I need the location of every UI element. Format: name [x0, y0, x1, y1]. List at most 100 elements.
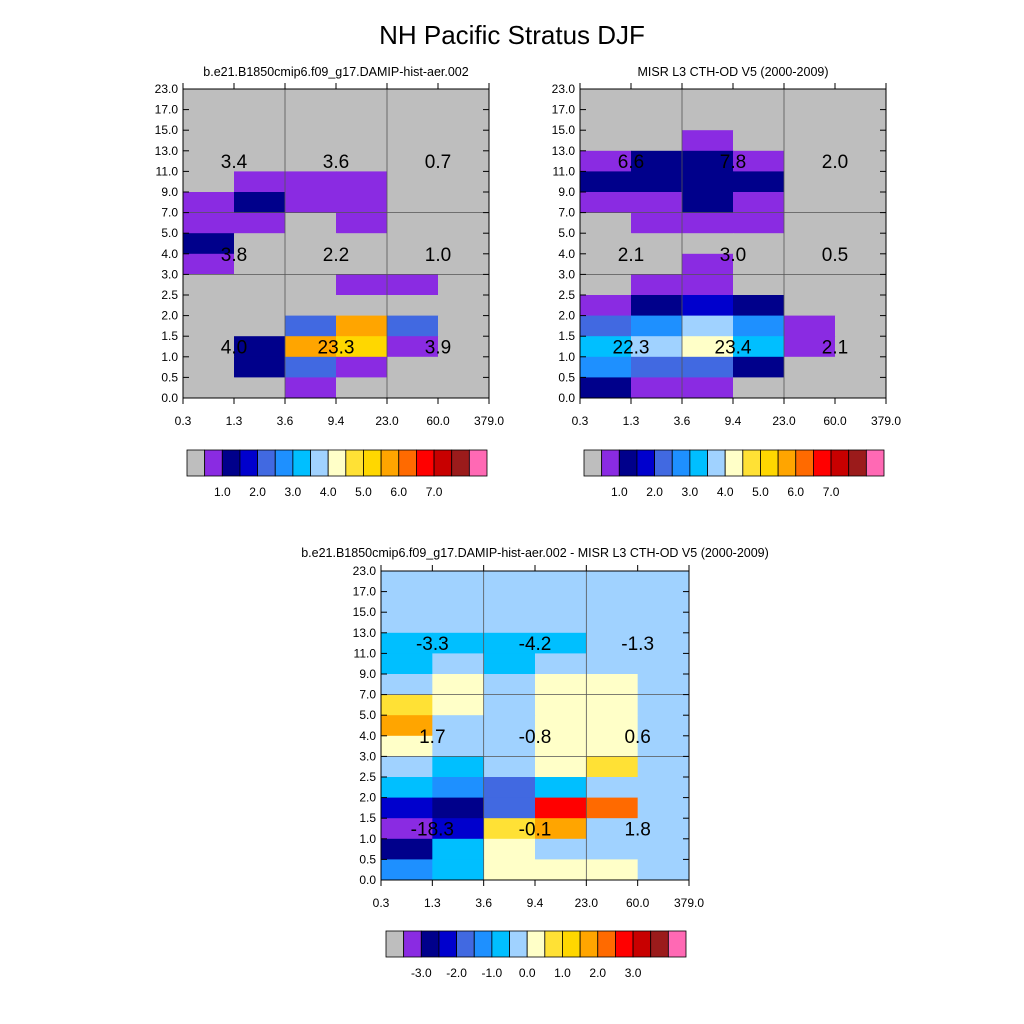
heatmap-cell: [682, 130, 734, 152]
heatmap-cell: [682, 274, 734, 296]
y-tick-label: 9.0: [161, 185, 178, 199]
panel-title: b.e21.B1850cmip6.f09_g17.DAMIP-hist-aer.…: [203, 65, 468, 79]
y-tick-label: 1.0: [161, 350, 178, 364]
heatmap-cell: [835, 377, 887, 399]
heatmap-cell: [381, 777, 433, 799]
colorbar-swatch: [385, 930, 405, 958]
heatmap-cell: [381, 715, 433, 737]
heatmap-cell: [784, 253, 836, 275]
cell-value-label: 0.7: [425, 152, 451, 173]
heatmap-cell: [183, 212, 235, 234]
cell-value-label: -3.3: [416, 634, 449, 655]
heatmap-cell: [183, 192, 235, 214]
cell-value-label: -1.3: [621, 634, 654, 655]
heatmap-cell: [387, 171, 439, 193]
cell-value-label: 3.4: [221, 152, 248, 173]
colorbar-swatch: [615, 930, 634, 958]
colorbar-swatch: [724, 449, 744, 477]
heatmap-cell: [580, 89, 632, 111]
heatmap-cell: [381, 818, 433, 840]
y-tick-label: 1.5: [161, 329, 178, 343]
heatmap-cell: [234, 295, 286, 317]
colorbar-swatch: [777, 449, 797, 477]
y-tick-label: 13.0: [353, 626, 377, 640]
heatmap-cell: [637, 859, 690, 881]
heatmap-cell: [483, 859, 536, 881]
y-tick-label: 3.0: [161, 267, 178, 281]
heatmap-cell: [784, 130, 836, 152]
colorbar-swatch: [491, 930, 510, 958]
colorbar-swatch: [274, 449, 294, 477]
y-tick-label: 17.0: [155, 103, 179, 117]
heatmap-cell: [438, 150, 490, 172]
heatmap-cell: [580, 336, 632, 358]
heatmap-cell: [336, 274, 388, 296]
colorbar-label: -3.0: [411, 966, 432, 980]
heatmap-cell: [432, 859, 485, 881]
heatmap-cell: [586, 632, 639, 654]
y-tick-label: 17.0: [552, 103, 576, 117]
heatmap-cell: [586, 694, 639, 716]
heatmap-cell: [535, 735, 587, 757]
heatmap-cell: [381, 674, 433, 696]
colorbar-label: 3.0: [682, 485, 699, 499]
x-tick-label: 379.0: [474, 414, 504, 428]
cell-value-label: 0.6: [624, 727, 650, 748]
heatmap-cell: [183, 253, 235, 275]
heatmap-cell: [438, 233, 490, 255]
heatmap-cell: [784, 295, 836, 317]
colorbar-label: 1.0: [611, 485, 628, 499]
y-tick-label: 13.0: [552, 144, 576, 158]
heatmap-cell: [835, 109, 887, 131]
heatmap-cell: [285, 356, 337, 378]
y-tick-label: 23.0: [552, 82, 576, 96]
colorbar-swatch: [438, 930, 457, 958]
heatmap-cell: [784, 212, 836, 234]
y-tick-label: 4.0: [558, 247, 575, 261]
heatmap-cell: [733, 315, 785, 337]
heatmap-cell: [631, 295, 683, 317]
colorbar-swatch: [327, 449, 347, 477]
x-tick-label: 23.0: [575, 896, 599, 910]
heatmap-cell: [784, 356, 836, 378]
heatmap-cell: [285, 377, 337, 399]
heatmap-cell: [682, 109, 734, 131]
heatmap-cell: [432, 653, 485, 675]
y-tick-label: 15.0: [353, 605, 377, 619]
colorbar-label: 1.0: [554, 966, 571, 980]
heatmap-cell: [682, 233, 734, 255]
heatmap-cell: [586, 653, 639, 675]
heatmap-cell: [784, 171, 836, 193]
heatmap-cell: [387, 253, 439, 275]
y-tick-label: 0.5: [558, 370, 575, 384]
x-tick-label: 0.3: [572, 414, 589, 428]
cell-value-label: 3.9: [425, 338, 451, 359]
heatmap-cell: [535, 777, 587, 799]
colorbar-label: 0.0: [519, 966, 536, 980]
heatmap-cell: [631, 253, 683, 275]
heatmap-cell: [580, 356, 632, 378]
colorbar-swatch: [865, 449, 885, 477]
heatmap-cell: [432, 694, 485, 716]
heatmap-cell: [535, 571, 587, 593]
y-tick-label: 0.5: [359, 852, 376, 866]
heatmap-cell: [438, 171, 490, 193]
heatmap-cell: [835, 192, 887, 214]
x-tick-label: 60.0: [426, 414, 450, 428]
colorbar-swatch: [186, 449, 206, 477]
heatmap-cell: [336, 315, 388, 337]
y-tick-label: 0.5: [161, 370, 178, 384]
panel-title: b.e21.B1850cmip6.f09_g17.DAMIP-hist-aer.…: [301, 546, 769, 560]
heatmap-cell: [234, 377, 286, 399]
y-tick-label: 2.0: [161, 309, 178, 323]
heatmap-cell: [483, 715, 536, 737]
y-tick-label: 11.0: [156, 164, 179, 178]
heatmap-cell: [637, 674, 690, 696]
heatmap-cell: [432, 777, 485, 799]
y-tick-label: 9.0: [359, 667, 376, 681]
cell-value-label: 4.0: [221, 338, 247, 359]
heatmap-cell: [631, 109, 683, 131]
colorbar-swatch: [632, 930, 652, 958]
y-tick-label: 23.0: [155, 82, 179, 96]
